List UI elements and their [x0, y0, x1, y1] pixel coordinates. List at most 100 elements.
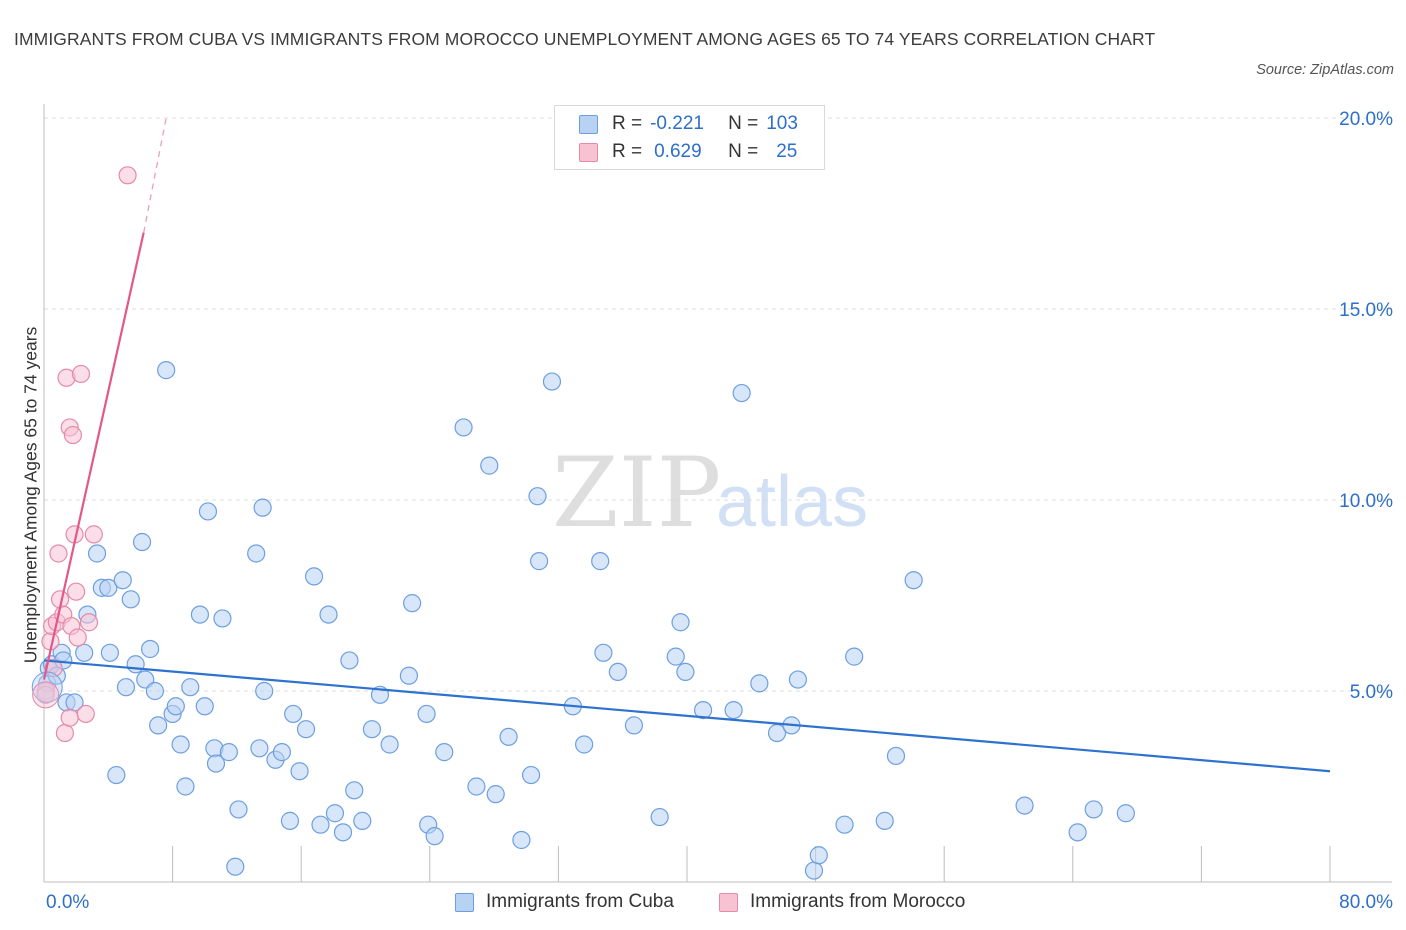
data-point-morocco — [79, 613, 99, 632]
data-point-cuba — [325, 804, 345, 823]
data-point-cuba — [250, 739, 269, 758]
data-point-cuba — [724, 700, 743, 720]
data-point-morocco — [60, 708, 79, 727]
data-point-cuba — [608, 662, 627, 682]
data-point-cuba — [31, 671, 63, 703]
chart-title: IMMIGRANTS FROM CUBA VS IMMIGRANTS FROM … — [14, 29, 1156, 49]
bottom-legend-label-morocco: Immigrants from Morocco — [750, 891, 966, 912]
legend-row-cuba: R = -0.221 N = 103 — [579, 112, 798, 136]
watermark: ZIP atlas — [552, 437, 868, 549]
data-point-cuba — [845, 647, 864, 666]
watermark-zip: ZIP — [552, 437, 721, 549]
y-tick-label: 5.0% — [1350, 682, 1393, 703]
data-point-cuba — [126, 655, 145, 674]
data-point-cuba — [100, 643, 120, 662]
data-point-cuba — [140, 639, 160, 659]
data-point-cuba — [345, 781, 364, 800]
legend-n-value-morocco: 25 — [776, 141, 798, 162]
data-point-cuba — [1084, 800, 1103, 819]
data-point-cuba — [99, 578, 118, 597]
data-point-cuba — [198, 502, 218, 521]
legend-n-label: N = — [728, 141, 759, 162]
data-point-cuba — [116, 678, 136, 697]
data-point-cuba — [132, 532, 152, 552]
data-point-cuba — [195, 697, 214, 716]
data-point-cuba — [804, 861, 824, 880]
data-point-morocco — [68, 628, 87, 647]
data-point-cuba — [87, 544, 107, 563]
data-point-cuba — [380, 735, 399, 754]
data-point-cuba — [145, 681, 165, 701]
data-point-cuba — [284, 704, 303, 724]
watermark-atlas: atlas — [716, 462, 868, 542]
data-point-cuba — [835, 815, 854, 834]
data-point-cuba — [121, 590, 140, 609]
bottom-legend-swatch-cuba — [455, 892, 474, 912]
legend-n-value-cuba: 103 — [766, 113, 798, 134]
data-point-cuba — [157, 361, 176, 380]
data-point-morocco — [71, 364, 91, 384]
legend-swatch-morocco — [579, 142, 598, 162]
data-point-cuba — [530, 552, 549, 571]
x-tick-label-max: 80.0% — [1339, 892, 1393, 913]
y-tick-label: 10.0% — [1339, 491, 1393, 512]
data-point-cuba — [272, 743, 292, 762]
legend-row-morocco: R = 0.629 N = 25 — [579, 140, 797, 164]
data-point-cuba — [190, 605, 210, 624]
bottom-legend-morocco: Immigrants from Morocco — [719, 888, 965, 916]
x-tick-label-min: 0.0% — [46, 892, 89, 913]
data-point-cuba — [176, 777, 195, 796]
data-point-cuba — [417, 704, 436, 724]
data-point-cuba — [435, 743, 454, 762]
data-point-cuba — [311, 815, 330, 834]
data-point-cuba — [75, 643, 94, 662]
y-tick-label: 15.0% — [1339, 300, 1393, 321]
data-point-cuba — [875, 811, 894, 830]
data-point-cuba — [280, 811, 300, 830]
data-point-cuba — [542, 372, 562, 391]
data-point-cuba — [213, 609, 232, 628]
data-point-cuba — [467, 777, 486, 796]
tick-labels: 5.0% 10.0% 15.0% 20.0% 0.0% 80.0% — [46, 109, 1393, 913]
data-point-cuba — [362, 720, 382, 739]
data-point-cuba — [171, 735, 190, 754]
data-point-cuba — [886, 746, 906, 766]
data-point-cuba — [181, 678, 200, 697]
data-point-morocco — [84, 525, 103, 544]
data-point-cuba — [166, 697, 185, 716]
legend-r-value-cuba: -0.221 — [650, 113, 704, 134]
data-point-morocco — [63, 425, 83, 445]
data-point-cuba — [247, 544, 266, 563]
data-point-cuba — [693, 700, 713, 720]
y-tick-label: 20.0% — [1339, 109, 1393, 130]
data-point-cuba — [304, 567, 324, 586]
data-point-cuba — [149, 716, 168, 735]
legend-r-value-morocco: 0.629 — [654, 141, 702, 162]
data-point-cuba — [480, 456, 499, 475]
data-point-cuba — [528, 487, 547, 506]
data-point-cuba — [403, 594, 422, 613]
data-point-morocco — [118, 166, 137, 185]
data-point-cuba — [750, 674, 769, 693]
data-point-cuba — [788, 670, 808, 689]
data-point-cuba — [454, 418, 473, 437]
data-point-cuba — [113, 571, 132, 590]
data-point-cuba — [206, 754, 226, 773]
data-point-cuba — [809, 846, 828, 865]
data-point-morocco — [67, 582, 86, 601]
data-point-cuba — [340, 651, 359, 670]
bottom-legend-cuba: Immigrants from Cuba — [455, 888, 674, 916]
data-point-cuba — [591, 552, 610, 571]
bottom-legend-label-cuba: Immigrants from Cuba — [486, 891, 674, 912]
data-point-cuba — [353, 811, 372, 830]
grid-lines — [44, 117, 1392, 692]
legend-n-label: N = — [728, 113, 759, 134]
data-point-cuba — [666, 647, 685, 666]
chart-source: Source: ZipAtlas.com — [1256, 62, 1394, 78]
data-point-cuba — [575, 735, 594, 754]
data-point-morocco — [32, 681, 60, 709]
data-point-cuba — [512, 830, 531, 850]
data-point-cuba — [255, 681, 274, 701]
data-point-cuba — [499, 727, 518, 746]
legend-swatch-cuba — [579, 114, 598, 134]
